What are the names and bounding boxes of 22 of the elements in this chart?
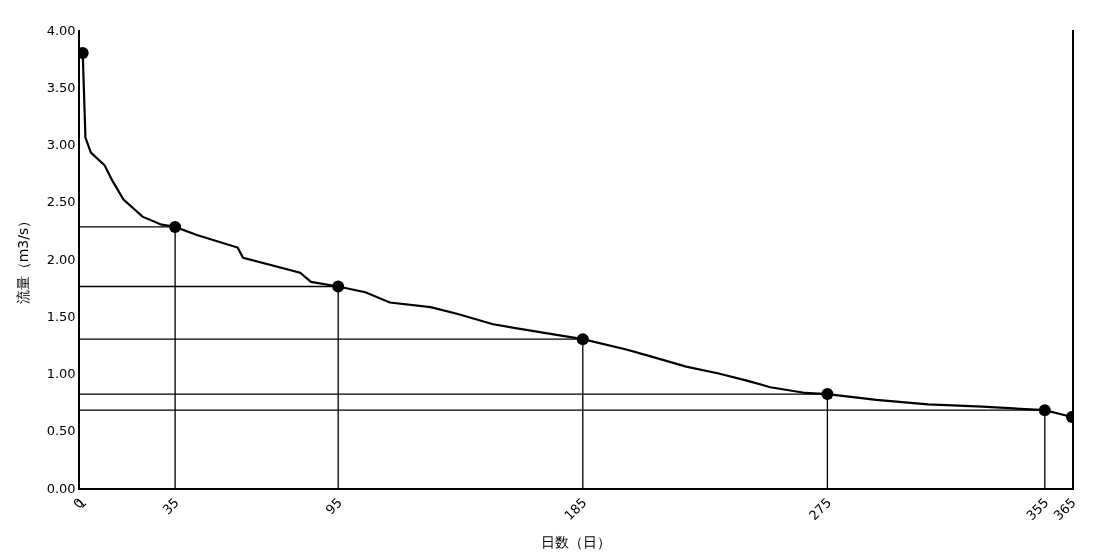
point	[821, 388, 834, 401]
y-tick-label: 0.50	[46, 423, 76, 439]
y-tick-label: 4.00	[46, 22, 76, 38]
x-axis-title: 日数（日）	[541, 533, 611, 550]
x-tick-label: 95	[322, 494, 345, 518]
point	[1038, 404, 1051, 417]
y-tick-label: 2.50	[46, 194, 76, 210]
y-axis-title: 流量（m3/s）	[14, 213, 31, 305]
x-tick-label: 355	[1023, 494, 1052, 524]
x-tick-label: 365	[1050, 494, 1079, 524]
point	[576, 333, 589, 346]
y-tick-label: 1.00	[46, 366, 76, 382]
y-tick-label: 0.00	[46, 480, 76, 496]
y-tick-label: 1.50	[46, 308, 76, 324]
x-tick-label: 35	[159, 494, 182, 518]
y-tick-label: 2.00	[46, 251, 76, 267]
point	[169, 220, 182, 233]
y-tick-label: 3.50	[46, 79, 76, 95]
x-tick-label: 185	[561, 494, 590, 524]
y-tick-label: 3.00	[46, 137, 76, 153]
x-tick-label: 275	[805, 494, 835, 524]
point	[332, 280, 345, 293]
